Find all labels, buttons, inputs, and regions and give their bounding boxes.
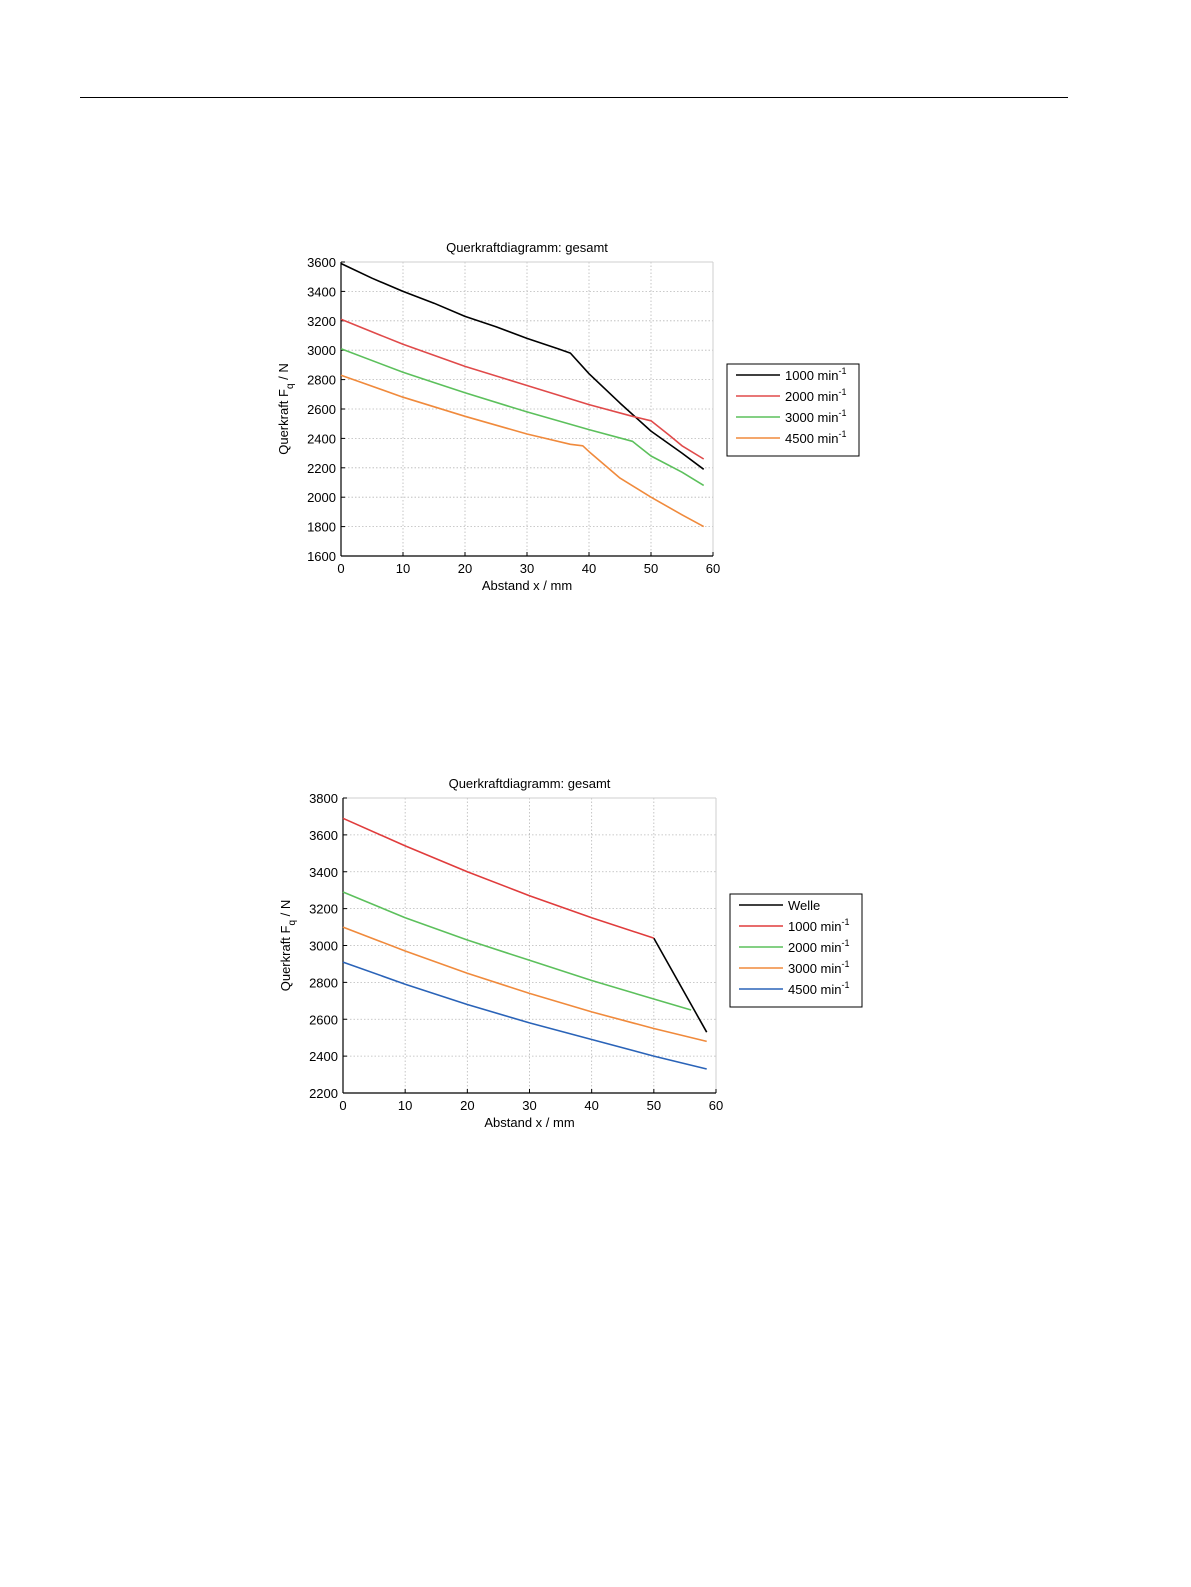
x-tick-label: 40 bbox=[584, 1098, 598, 1113]
chart-title: Querkraftdiagramm: gesamt bbox=[449, 776, 611, 791]
series-line bbox=[340, 374, 705, 528]
legend-label-text: 4500 min bbox=[785, 431, 838, 446]
legend-label-text: 1000 min bbox=[788, 919, 841, 934]
series-line bbox=[342, 891, 692, 1011]
x-axis-label: Abstand x / mm bbox=[482, 578, 572, 593]
legend-label: 1000 min-1 bbox=[785, 366, 847, 383]
y-tick-label: 2400 bbox=[307, 431, 336, 446]
series-line bbox=[342, 926, 707, 1043]
series-line bbox=[653, 937, 708, 1033]
legend-label-text: 1000 min bbox=[785, 368, 838, 383]
y-axis-label-sub: q bbox=[285, 383, 296, 389]
y-tick-label: 2800 bbox=[307, 373, 336, 388]
y-tick-label: 2000 bbox=[307, 490, 336, 505]
y-tick-label: 3000 bbox=[307, 343, 336, 358]
legend-label: 3000 min-1 bbox=[788, 959, 850, 976]
series-line bbox=[342, 817, 655, 939]
legend-box bbox=[726, 363, 860, 457]
legend-label: 3000 min-1 bbox=[785, 408, 847, 425]
legend-label: 2000 min-1 bbox=[788, 938, 850, 955]
x-tick-label: 10 bbox=[396, 561, 410, 576]
y-axis-label-unit: / N bbox=[278, 900, 293, 920]
y-axis-label-main: Querkraft F bbox=[276, 389, 291, 455]
y-tick-label: 2800 bbox=[309, 975, 338, 990]
legend-label-sup: -1 bbox=[841, 917, 849, 927]
header-rule bbox=[80, 97, 1068, 98]
y-tick-label: 3600 bbox=[307, 255, 336, 270]
legend-label-sup: -1 bbox=[838, 408, 846, 418]
legend-label: 1000 min-1 bbox=[788, 917, 850, 934]
y-tick-label: 3600 bbox=[309, 828, 338, 843]
x-tick-label: 20 bbox=[460, 1098, 474, 1113]
y-tick-label: 2400 bbox=[309, 1049, 338, 1064]
x-tick-label: 10 bbox=[398, 1098, 412, 1113]
y-tick-label: 3200 bbox=[307, 314, 336, 329]
legend-label: 2000 min-1 bbox=[785, 387, 847, 404]
y-tick-label: 1800 bbox=[307, 520, 336, 535]
legend-label-sup: -1 bbox=[838, 387, 846, 397]
legend-label-sup: -1 bbox=[841, 980, 849, 990]
legend-label-text: 3000 min bbox=[788, 961, 841, 976]
y-tick-label: 3400 bbox=[307, 284, 336, 299]
legend-label-sup: -1 bbox=[841, 938, 849, 948]
y-tick-label: 3400 bbox=[309, 865, 338, 880]
series-line bbox=[340, 318, 705, 460]
series-line bbox=[340, 262, 705, 470]
x-tick-label: 60 bbox=[709, 1098, 723, 1113]
x-tick-label: 50 bbox=[647, 1098, 661, 1113]
legend-label: 4500 min-1 bbox=[788, 980, 850, 997]
y-tick-label: 3800 bbox=[309, 791, 338, 806]
legend-label-text: Welle bbox=[788, 898, 820, 913]
x-tick-label: 0 bbox=[339, 1098, 346, 1113]
shear-force-chart-1: 0 10 20 30 40 50 60 1600 1800 2000 2200 2400 2600 280… bbox=[276, 240, 860, 593]
x-tick-label: 60 bbox=[706, 561, 720, 576]
y-axis-label-unit: / N bbox=[276, 363, 291, 383]
y-tick-label: 2200 bbox=[309, 1086, 338, 1101]
y-tick-label: 2600 bbox=[309, 1012, 338, 1027]
legend-label-text: 2000 min bbox=[785, 389, 838, 404]
legend-label-sup: -1 bbox=[838, 366, 846, 376]
legend-label-text: 3000 min bbox=[785, 410, 838, 425]
y-axis-label: Querkraft Fq / N bbox=[276, 363, 296, 455]
legend-label-text: 4500 min bbox=[788, 982, 841, 997]
y-axis-label: Querkraft Fq / N bbox=[278, 900, 298, 992]
series-line bbox=[342, 961, 707, 1070]
y-axis-label-main: Querkraft F bbox=[278, 925, 293, 991]
legend-box bbox=[729, 893, 863, 1008]
x-tick-label: 30 bbox=[522, 1098, 536, 1113]
series-line bbox=[340, 347, 705, 487]
y-axis-label-sub: q bbox=[287, 920, 298, 926]
x-axis-label: Abstand x / mm bbox=[484, 1115, 574, 1130]
y-tick-label: 1600 bbox=[307, 549, 336, 564]
y-tick-label: 2600 bbox=[307, 402, 336, 417]
legend-label: 4500 min-1 bbox=[785, 429, 847, 446]
legend-label-sup: -1 bbox=[838, 429, 846, 439]
y-tick-label: 3200 bbox=[309, 902, 338, 917]
x-tick-label: 20 bbox=[458, 561, 472, 576]
x-tick-label: 50 bbox=[644, 561, 658, 576]
legend-label-text: 2000 min bbox=[788, 940, 841, 955]
shear-force-chart-2: 0 10 20 30 40 50 60 2200 2400 2600 2800 3000 3200 340… bbox=[278, 776, 863, 1130]
x-tick-label: 30 bbox=[520, 561, 534, 576]
x-tick-label: 0 bbox=[337, 561, 344, 576]
legend-label: Welle bbox=[788, 898, 820, 913]
x-tick-label: 40 bbox=[582, 561, 596, 576]
legend-label-sup: -1 bbox=[841, 959, 849, 969]
y-tick-label: 3000 bbox=[309, 939, 338, 954]
y-tick-label: 2200 bbox=[307, 461, 336, 476]
chart-title: Querkraftdiagramm: gesamt bbox=[446, 240, 608, 255]
